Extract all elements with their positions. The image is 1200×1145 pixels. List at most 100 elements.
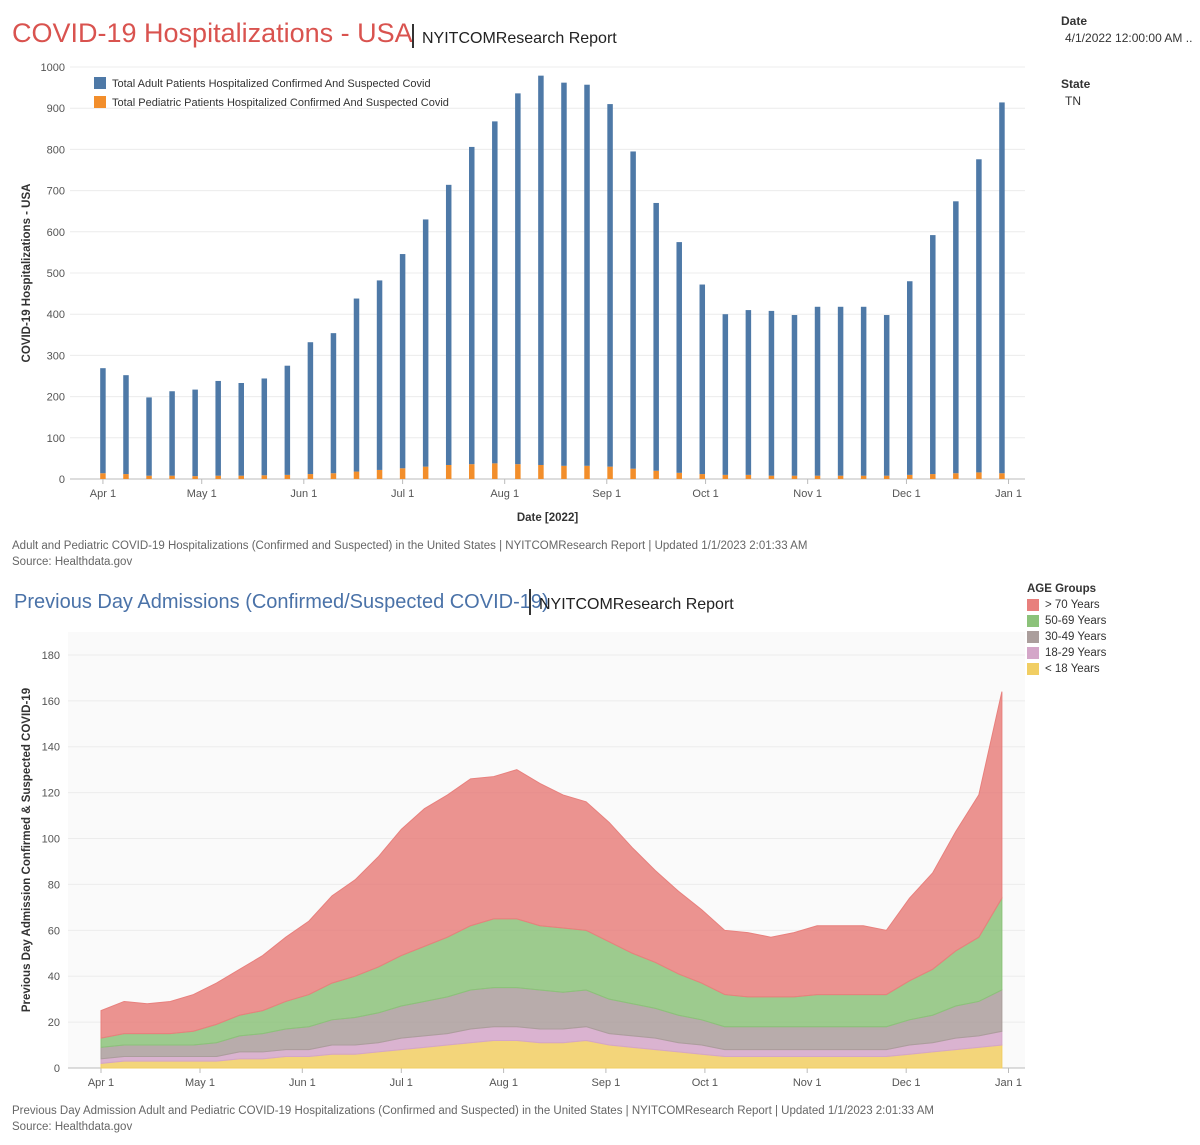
y-tick-label: 0: [59, 474, 65, 486]
x-tick-label: Dec 1: [892, 488, 921, 500]
y-tick-label: 80: [48, 879, 60, 891]
bar-adult: [722, 314, 729, 475]
bar-adult: [860, 306, 867, 476]
legend-item[interactable]: < 18 Years: [1027, 663, 1106, 675]
legend-swatch: [94, 96, 106, 108]
bar-pediatric: [745, 474, 752, 479]
bar-adult: [930, 235, 936, 475]
bar-adult: [169, 391, 175, 476]
x-tick-label: Nov 1: [793, 1077, 822, 1089]
bar-adult: [100, 368, 106, 474]
bar-pediatric: [860, 475, 867, 479]
bar-adult: [215, 380, 221, 476]
legend-swatch: [1027, 599, 1039, 611]
y-tick-label: 800: [47, 144, 65, 156]
y-tick-label: 20: [48, 1017, 60, 1029]
legend-item[interactable]: 30-49 Years: [1027, 631, 1106, 643]
bar-adult: [123, 375, 129, 475]
bar-pediatric: [976, 472, 982, 479]
y-tick-label: 300: [47, 350, 65, 362]
bar-adult: [399, 254, 406, 469]
bar-pediatric: [261, 475, 268, 479]
bar-pediatric: [814, 475, 821, 479]
bar-pediatric: [307, 474, 314, 479]
bar-pediatric: [722, 474, 729, 479]
bar-pediatric: [561, 465, 567, 479]
bar-adult: [307, 342, 314, 475]
bar-pediatric: [837, 475, 844, 479]
bar-adult: [192, 389, 198, 477]
bar-pediatric: [538, 464, 544, 479]
legend-label: 18-29 Years: [1045, 647, 1107, 659]
x-tick-label: May 1: [185, 1077, 215, 1089]
y-tick-label: 160: [42, 696, 60, 708]
bar-adult: [376, 280, 383, 470]
bar-pediatric: [238, 475, 244, 479]
age-groups-legend: AGE Groups > 70 Years 50-69 Years 30-49 Ye…: [1027, 583, 1106, 679]
x-tick-label: Oct 1: [692, 488, 718, 500]
bar-adult: [538, 75, 544, 465]
bar-adult: [515, 93, 521, 465]
date-filter-label: Date: [1061, 14, 1088, 28]
bar-adult: [261, 378, 268, 476]
title-divider: [412, 24, 414, 48]
admissions-title: Previous Day Admissions (Confirmed/Suspe…: [14, 591, 549, 613]
bar-pediatric: [445, 464, 452, 479]
y-tick-label: 180: [42, 650, 60, 662]
legend-swatch: [1027, 615, 1039, 627]
bar-adult: [814, 306, 821, 476]
x-tick-label: Dec 1: [892, 1077, 921, 1089]
bar-pediatric: [123, 474, 129, 479]
x-tick-label: Apr 1: [88, 1077, 114, 1089]
hospitalizations-bar-chart: 0 100 200 300 400 500 600 700 800 900 1000 Apr 1 May…: [21, 62, 1025, 524]
legend-item[interactable]: 18-29 Years: [1027, 647, 1106, 659]
bar-adult: [699, 284, 706, 475]
bar-pediatric: [676, 472, 682, 479]
report-label: NYITCOMResearch Report: [422, 30, 617, 47]
bar-pediatric: [100, 473, 106, 479]
bar-adult: [353, 298, 360, 472]
bar-adult: [676, 242, 682, 473]
bar-adult: [791, 315, 798, 476]
bar-adult: [492, 121, 498, 464]
legend-item[interactable]: > 70 Years: [1027, 599, 1106, 611]
bar-adult: [883, 315, 890, 476]
y-tick-label: 140: [42, 742, 60, 754]
x-tick-label: Jan 1: [995, 488, 1022, 500]
area-70-years: [100, 691, 1003, 1039]
bar-adult: [146, 397, 152, 476]
x-tick-label: Sep 1: [592, 1077, 621, 1089]
bar-pediatric: [422, 466, 429, 479]
bar-pediatric: [699, 474, 706, 479]
x-tick-label: Jun 1: [289, 1077, 316, 1089]
bar-pediatric: [284, 474, 291, 479]
bar-adult: [906, 281, 913, 475]
bar-pediatric: [215, 475, 221, 479]
y-tick-label: 100: [42, 834, 60, 846]
legend-item[interactable]: 50-69 Years: [1027, 615, 1106, 627]
admissions-area-chart: 0 20 40 60 80 100 120 140 160 180 Apr 1 May 1 Jun 1 J…: [21, 632, 1025, 1089]
legend-swatch: [1027, 631, 1039, 643]
bar-pediatric: [469, 464, 475, 479]
y-axis-title: Previous Day Admission Confirmed & Suspe…: [21, 688, 33, 1012]
bar-adult: [422, 219, 429, 467]
date-filter-value[interactable]: 4/1/2022 12:00:00 AM ..: [1065, 31, 1193, 45]
bar-adult: [330, 333, 337, 474]
state-filter-value[interactable]: TN: [1065, 94, 1081, 108]
chart1-footer-note: Adult and Pediatric COVID-19 Hospitaliza…: [12, 540, 808, 552]
chart2-footer-note: Previous Day Admission Adult and Pediatr…: [12, 1105, 934, 1117]
bar-adult: [238, 383, 244, 476]
y-tick-label: 100: [47, 433, 65, 445]
admissions-report-label: NYITCOMResearch Report: [539, 596, 734, 613]
bar-pediatric: [376, 469, 383, 479]
bar-adult: [284, 365, 291, 475]
x-tick-label: Jul 1: [390, 1077, 413, 1089]
bar-pediatric: [492, 463, 498, 479]
bar-adult: [469, 146, 475, 465]
bar-pediatric: [768, 475, 775, 479]
bar-pediatric: [584, 465, 590, 479]
bar-pediatric: [169, 475, 175, 479]
bar-adult: [837, 306, 844, 476]
bar-adult: [561, 82, 567, 466]
x-axis-title: Date [2022]: [517, 512, 579, 524]
